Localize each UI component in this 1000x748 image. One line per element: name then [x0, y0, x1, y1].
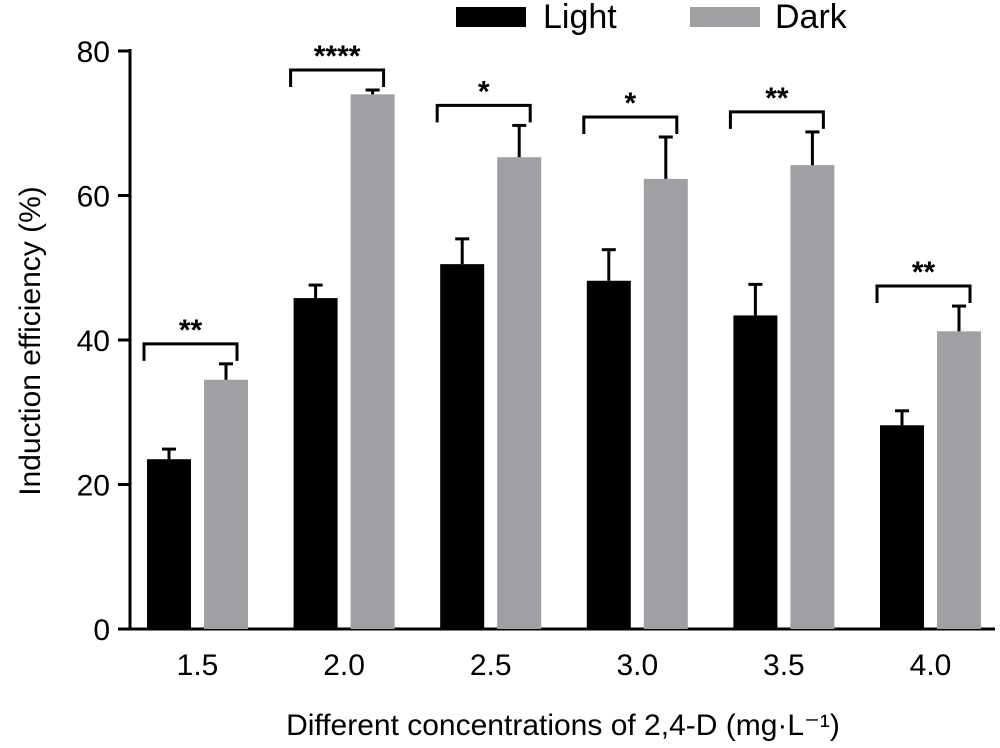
x-tick-label: 3.0	[616, 649, 658, 682]
x-axis-title: Different concentrations of 2,4-D (mg·L⁻…	[286, 709, 840, 742]
axes: 0 20 40 60 80 1.5 2.0 2.5 3.0 3.5 4.0	[77, 36, 995, 682]
legend-label-dark: Dark	[775, 0, 848, 36]
bar-dark	[350, 94, 395, 630]
y-tick-label: 80	[77, 36, 110, 69]
bar-light	[293, 298, 338, 629]
significance-label: *	[624, 87, 636, 120]
x-tick-label: 1.5	[177, 649, 219, 682]
significance-label: **	[765, 82, 789, 115]
error-bars	[162, 88, 966, 460]
y-axis-title: Induction efficiency (%)	[14, 186, 47, 496]
bar-light	[147, 459, 191, 629]
y-tick-label: 0	[93, 614, 110, 647]
x-tick-label: 2.0	[323, 649, 365, 682]
significance-bracket	[875, 284, 972, 304]
bar-light	[880, 425, 924, 629]
x-tick-label: 4.0	[910, 649, 952, 682]
x-tick-label: 3.5	[763, 649, 805, 682]
legend-swatch-light	[456, 7, 526, 27]
bars	[147, 94, 981, 630]
significance-label: ****	[314, 40, 361, 73]
bar-light	[733, 315, 778, 629]
bar-dark	[497, 157, 542, 629]
y-tick-label: 40	[77, 325, 110, 358]
significance-bracket	[582, 115, 679, 134]
significance-label: **	[179, 314, 203, 347]
legend-swatch-dark	[690, 7, 760, 27]
significance-markers: ******* * ****	[142, 40, 972, 361]
bar-light	[440, 264, 485, 629]
significance-bracket	[728, 110, 825, 129]
y-tick-label: 20	[77, 470, 110, 503]
legend: Light Dark	[456, 0, 848, 36]
bar-dark	[937, 331, 981, 629]
significance-bracket	[435, 103, 532, 123]
legend-label-light: Light	[543, 0, 617, 36]
bar-dark	[643, 178, 688, 629]
significance-label: **	[912, 256, 936, 289]
significance-bracket	[289, 68, 386, 88]
bar-dark	[790, 165, 835, 629]
y-tick-label: 60	[77, 181, 110, 214]
bar-light	[586, 280, 631, 629]
significance-label: *	[478, 75, 490, 108]
x-tick-label: 2.5	[470, 649, 512, 682]
significance-bracket	[142, 342, 239, 361]
bar-dark	[204, 379, 248, 629]
